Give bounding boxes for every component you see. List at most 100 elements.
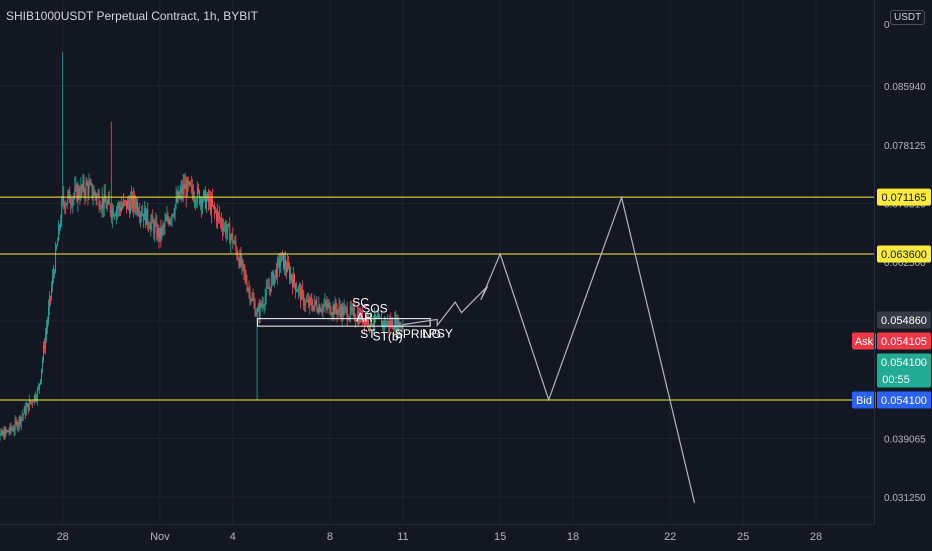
- candle-body: [194, 200, 195, 201]
- candle-body: [148, 224, 149, 227]
- candle-body: [112, 209, 113, 218]
- projection-path: [403, 198, 695, 503]
- candle-body: [303, 293, 304, 306]
- candle-body: [76, 186, 77, 202]
- candle-body: [324, 302, 325, 305]
- candle-body: [341, 311, 342, 318]
- candle-body: [26, 407, 27, 414]
- candle-body: [142, 214, 143, 215]
- candle-body: [307, 300, 308, 302]
- candle-body: [273, 272, 274, 284]
- candle-body: [335, 303, 336, 315]
- price-axis[interactable]: [874, 0, 932, 524]
- candle-body: [381, 319, 382, 327]
- candle-body: [47, 321, 48, 328]
- candle-body: [238, 259, 239, 266]
- candle-body: [157, 228, 158, 237]
- candle-body: [294, 275, 295, 284]
- candle-body: [11, 425, 12, 429]
- candle-body: [159, 228, 160, 239]
- candle-body: [170, 220, 171, 224]
- candle-body: [223, 227, 224, 231]
- candle-body: [195, 200, 196, 203]
- candle-body: [34, 395, 35, 402]
- candle-body: [383, 322, 384, 327]
- candle-body: [40, 380, 41, 384]
- candle-body: [51, 287, 52, 297]
- candle-body: [33, 402, 34, 403]
- time-axis[interactable]: [0, 524, 874, 551]
- candle-body: [242, 260, 243, 264]
- candle-body: [192, 185, 193, 193]
- currency-button[interactable]: USDT: [890, 10, 925, 25]
- candle-body: [149, 227, 150, 229]
- candle-body: [309, 298, 310, 306]
- candle-body: [23, 414, 24, 416]
- candle-body: [177, 197, 178, 201]
- candle-body: [220, 219, 221, 220]
- candle-body: [284, 260, 285, 269]
- candle-body: [27, 404, 28, 408]
- candle-body: [211, 199, 212, 213]
- candle-body: [236, 248, 237, 256]
- candle-body: [260, 303, 261, 316]
- candle-body: [209, 199, 210, 202]
- candle-body: [311, 300, 312, 306]
- candle-body: [21, 417, 22, 423]
- candle-body: [249, 289, 250, 290]
- candle-body: [190, 182, 191, 185]
- candle-body: [283, 253, 284, 269]
- candle-body: [287, 263, 288, 272]
- candle-body: [173, 214, 174, 215]
- candle-body: [19, 417, 20, 424]
- candle-body: [224, 225, 225, 227]
- candle-body: [137, 202, 138, 213]
- candle-body: [81, 185, 82, 188]
- candle-body: [145, 208, 146, 225]
- candle-body: [43, 345, 44, 359]
- candle-body: [208, 194, 209, 202]
- candle-body: [215, 210, 216, 212]
- candle-body: [77, 188, 78, 201]
- candle-body: [158, 228, 159, 239]
- candle-body: [186, 184, 187, 196]
- candle-body: [295, 283, 296, 291]
- candle-body: [200, 199, 201, 204]
- candle-body: [59, 225, 60, 227]
- candle-body: [128, 200, 129, 204]
- candle-body: [156, 222, 157, 237]
- candle-body: [384, 320, 385, 326]
- candle-body: [85, 192, 86, 195]
- candle-body: [345, 308, 346, 309]
- candle-body: [143, 214, 144, 220]
- candle-body: [94, 191, 95, 195]
- candle-body: [138, 212, 139, 213]
- candle-body: [221, 220, 222, 226]
- candle-body: [134, 195, 135, 204]
- candle-body: [114, 215, 115, 216]
- candle-body: [24, 408, 25, 414]
- candle-body: [56, 246, 57, 249]
- candle-body: [339, 306, 340, 310]
- candle-body: [90, 183, 91, 184]
- candle-body: [121, 207, 122, 211]
- candle-body: [257, 311, 258, 315]
- candle-body: [252, 297, 253, 300]
- candle-body: [166, 220, 167, 221]
- candle-body: [126, 200, 127, 208]
- candle-body: [20, 417, 21, 423]
- candle-body: [318, 305, 319, 312]
- candle-body: [105, 194, 106, 203]
- candle-body: [130, 200, 131, 213]
- candle-body: [178, 192, 179, 202]
- candle-body: [176, 197, 177, 205]
- candle-body: [108, 199, 109, 204]
- candle-body: [136, 202, 137, 208]
- candle-body: [103, 198, 104, 208]
- candle-body: [227, 224, 228, 231]
- candle-body: [278, 259, 279, 260]
- grid: [0, 0, 874, 524]
- candle-body: [313, 305, 314, 310]
- candle-body: [31, 401, 32, 403]
